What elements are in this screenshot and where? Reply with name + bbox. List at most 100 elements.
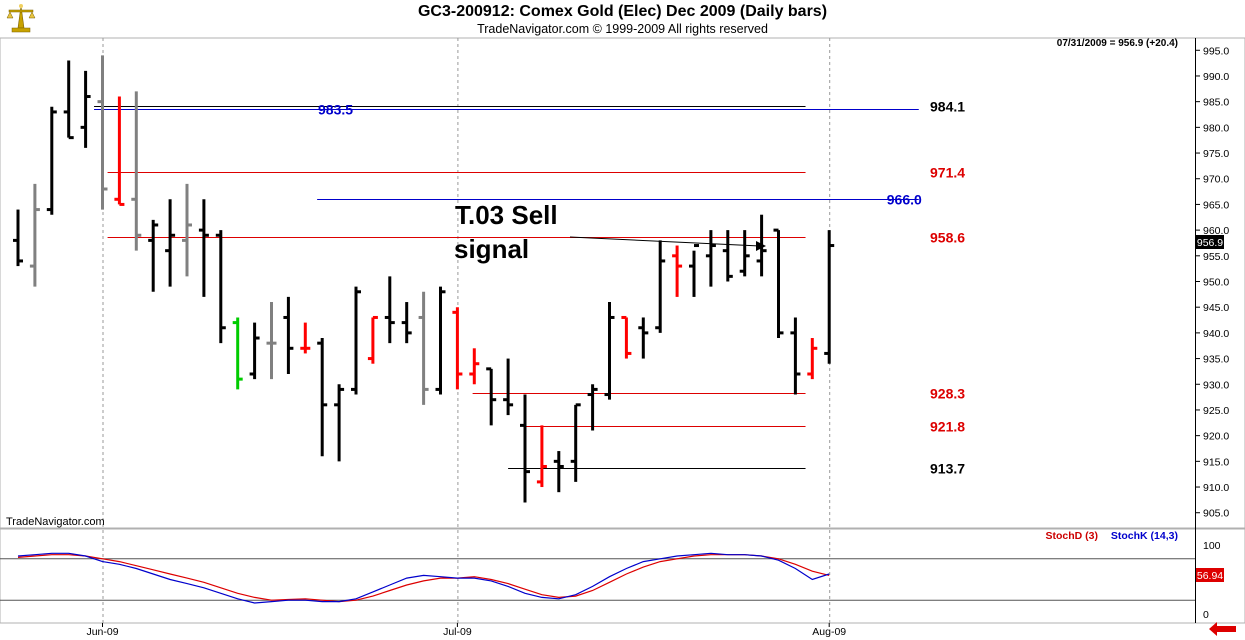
price-tick-label: 970.0: [1203, 174, 1229, 186]
stoch-tick-0: 0: [1203, 609, 1209, 621]
price-tick-label: 975.0: [1203, 148, 1229, 160]
ohlc-bar: [46, 106, 57, 215]
price-tick-label: 960.0: [1203, 225, 1229, 237]
scroll-left-arrow-icon[interactable]: [1209, 622, 1236, 636]
ohlc-bar: [215, 230, 226, 344]
stoch-tick-100: 100: [1203, 540, 1221, 552]
ohlc-bar: [790, 317, 801, 395]
ohlc-bar: [824, 230, 835, 364]
ohlc-bar: [655, 240, 666, 333]
ohlc-bar: [553, 451, 564, 493]
date-tick-label: Jun-09: [86, 626, 118, 638]
ohlc-bar: [351, 286, 361, 395]
ohlc-bar: [587, 384, 598, 431]
price-tick-label: 980.0: [1203, 122, 1229, 134]
date-tick-label: Aug-09: [812, 626, 846, 638]
price-tick-label: 950.0: [1203, 277, 1229, 289]
svg-text:56.94: 56.94: [1197, 570, 1223, 582]
ohlc-bar: [689, 244, 699, 297]
level-label: 921.8: [930, 419, 965, 435]
annotation-line-2: signal: [454, 234, 529, 264]
price-panel-frame: [0, 37, 1245, 529]
chart-title: GC3-200912: Comex Gold (Elec) Dec 2009 (…: [417, 3, 828, 20]
gold-scales-icon: [6, 4, 36, 33]
ohlc-bar: [232, 317, 243, 390]
price-tick-label: 930.0: [1203, 379, 1229, 391]
ohlc-bar: [29, 183, 40, 287]
date-axis: Jun-09 Jul-09 Aug-09: [86, 623, 846, 638]
level-label: 966.0: [887, 192, 922, 208]
watermark: TradeNavigator.com: [6, 516, 105, 528]
ohlc-bar: [131, 91, 142, 251]
last-value-readout: 07/31/2009 = 956.9 (+20.4): [1057, 38, 1178, 49]
level-label: 958.6: [930, 230, 965, 246]
price-tick-label: 995.0: [1203, 45, 1229, 57]
ohlc-bar: [249, 322, 260, 380]
ohlc-bar: [317, 338, 328, 457]
ohlc-bar: [469, 348, 480, 385]
ohlc-bar: [80, 70, 91, 148]
ohlc-bar: [283, 296, 294, 374]
last-price-tag: 956.9: [1196, 235, 1224, 249]
stoch-d-legend: StochD (3): [1046, 530, 1099, 542]
price-levels: 984.1 983.5 971.4 966.0 958.6 928.3 921.8 913.7: [94, 99, 965, 477]
annotation-arrow: [569, 236, 766, 251]
level-label: 913.7: [930, 461, 965, 477]
date-tick-label: Jul-09: [443, 626, 472, 638]
price-tick-label: 945.0: [1203, 302, 1229, 314]
ohlc-bar: [638, 317, 649, 359]
ohlc-bar: [367, 315, 378, 364]
ohlc-bar: [536, 425, 547, 488]
stochastic-panel: [0, 552, 1195, 604]
ohlc-bar: [114, 96, 125, 206]
ohlc-bar: [570, 403, 581, 482]
price-tick-label: 910.0: [1203, 482, 1229, 494]
ohlc-bar: [418, 291, 429, 405]
panel-frames: [0, 37, 1245, 624]
ohlc-bar: [503, 358, 514, 416]
level-label: 928.3: [930, 386, 965, 402]
chart-subtitle: TradeNavigator.com © 1999-2009 All right…: [477, 22, 768, 36]
ohlc-bar: [773, 228, 784, 339]
ohlc-bar: [520, 394, 530, 503]
price-tick-label: 935.0: [1203, 354, 1229, 366]
price-tick-label: 920.0: [1203, 431, 1229, 443]
chart-header: GC3-200912: Comex Gold (Elec) Dec 2009 (…: [0, 0, 1245, 38]
level-label: 984.1: [930, 99, 965, 115]
ohlc-bar: [165, 199, 176, 287]
ohlc-bar: [198, 199, 209, 297]
ohlc-bar: [148, 219, 159, 292]
ohlc-bar: [604, 302, 615, 400]
ohlc-bar: [63, 60, 74, 140]
ohlc-bar: [621, 315, 632, 359]
stoch-series-line: [17, 552, 830, 604]
price-tick-label: 915.0: [1203, 456, 1229, 468]
ohlc-bar: [97, 55, 108, 210]
ohlc-bar: [300, 322, 311, 354]
price-tick-label: 905.0: [1203, 508, 1229, 520]
ohlc-bar: [13, 209, 23, 267]
stoch-last-value-tag: 56.94: [1196, 568, 1224, 582]
ohlc-bar: [486, 367, 497, 426]
price-tick-label: 965.0: [1203, 199, 1229, 211]
price-tick-label: 985.0: [1203, 97, 1229, 109]
ohlc-bar: [334, 384, 345, 462]
stoch-k-legend: StochK (14,3): [1111, 530, 1178, 542]
ohlc-bar: [435, 286, 446, 395]
price-bars: [13, 55, 835, 503]
price-tick-label: 955.0: [1203, 251, 1229, 263]
ohlc-bar: [266, 302, 277, 380]
ohlc-bar: [722, 230, 733, 282]
price-axis: 995.0 990.0 985.0 980.0 975.0 970.0 965.0 960.0…: [1195, 45, 1229, 520]
price-tick-label: 925.0: [1203, 405, 1229, 417]
level-label: 983.5: [318, 102, 353, 118]
ohlc-bar: [452, 307, 463, 390]
ohlc-bar: [182, 183, 192, 277]
level-label: 971.4: [930, 165, 965, 181]
price-tick-label: 990.0: [1203, 71, 1229, 83]
ohlc-bar: [401, 302, 412, 344]
price-tick-label: 940.0: [1203, 328, 1229, 340]
annotation-line-1: T.03 Sell: [455, 200, 558, 230]
ohlc-bar: [705, 230, 716, 287]
